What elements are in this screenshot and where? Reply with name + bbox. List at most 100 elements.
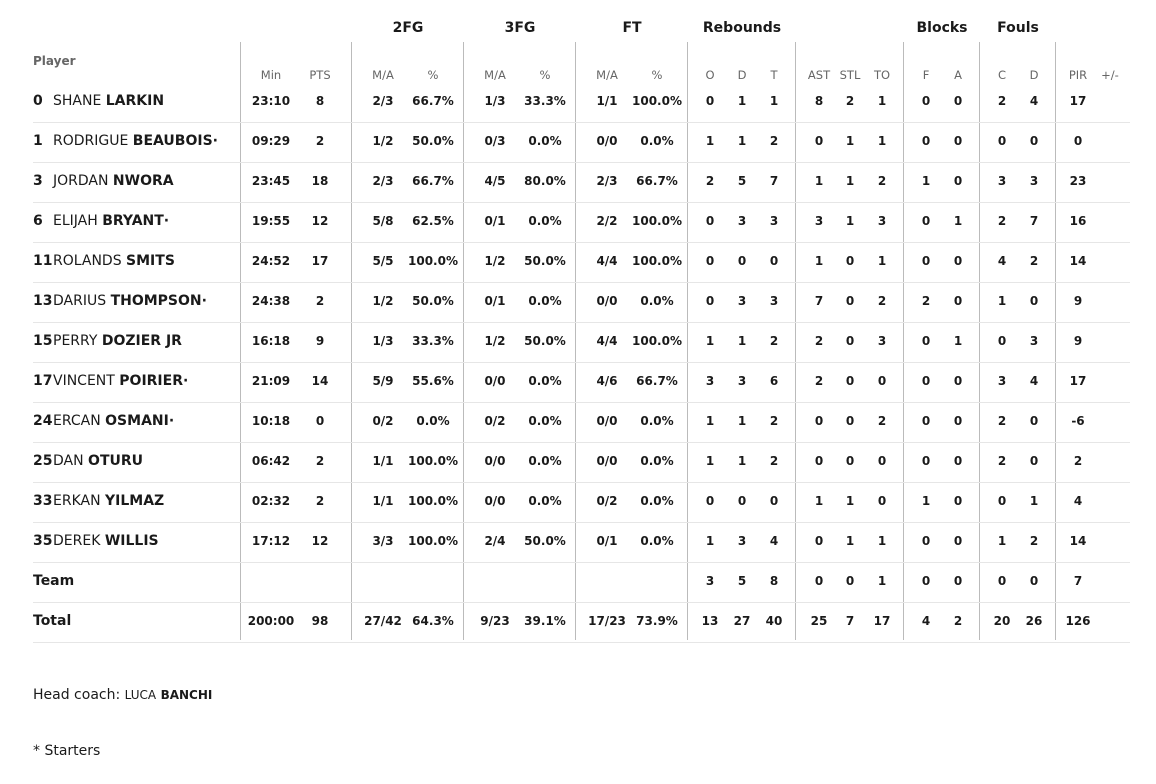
- stat-cell: 0: [845, 254, 855, 268]
- column-header: STL: [839, 68, 861, 82]
- stat-cell: 0: [814, 454, 824, 468]
- stat-cell: 1: [845, 174, 855, 188]
- stat-cell: 2: [845, 94, 855, 108]
- stat-cell: 13: [701, 614, 719, 628]
- column-header: O: [705, 68, 715, 82]
- stat-cell: 0: [1073, 134, 1083, 148]
- player-number: 15: [33, 333, 53, 349]
- stat-cell: 2: [769, 134, 779, 148]
- stat-cell: 25: [810, 614, 828, 628]
- stat-cell: 0: [845, 294, 855, 308]
- stat-cell: 20: [993, 614, 1011, 628]
- stat-cell: 66.7%: [412, 94, 454, 108]
- first-name: RODRIGUE: [53, 133, 129, 149]
- stat-cell: 0.0%: [528, 414, 562, 428]
- stat-cell: 0: [315, 414, 325, 428]
- stat-cell: 2: [814, 334, 824, 348]
- stat-cell: 1: [845, 214, 855, 228]
- stat-cell: 3: [814, 214, 824, 228]
- stat-cell: 1: [737, 454, 747, 468]
- stat-cell: 7: [769, 174, 779, 188]
- stat-cell: 19:55: [251, 214, 291, 228]
- stat-cell: 0.0%: [416, 414, 450, 428]
- stat-cell: 7: [845, 614, 855, 628]
- head-coach: Head coach: LUCA BANCHI: [33, 687, 212, 703]
- player-name: JORDAN NWORA: [53, 173, 174, 189]
- stat-cell: 1: [845, 534, 855, 548]
- stat-cell: 0: [1029, 294, 1039, 308]
- stat-cell: 1/1: [372, 454, 394, 468]
- stat-cell: 09:29: [251, 134, 291, 148]
- stat-cell: 0: [705, 254, 715, 268]
- stat-cell: 0: [705, 214, 715, 228]
- stat-cell: 0: [921, 454, 931, 468]
- stat-cell: 0: [737, 254, 747, 268]
- stat-cell: 2: [1029, 254, 1039, 268]
- stat-cell: 0: [769, 254, 779, 268]
- stat-cell: 1: [705, 134, 715, 148]
- stat-cell: 0.0%: [528, 294, 562, 308]
- stat-cell: 1/2: [484, 254, 506, 268]
- column-header: T: [770, 68, 778, 82]
- stat-cell: 100.0%: [408, 534, 458, 548]
- coach-first: LUCA: [124, 688, 157, 702]
- stat-cell: 0/2: [596, 494, 618, 508]
- stat-cell: 1: [877, 574, 887, 588]
- stat-cell: 0: [953, 374, 963, 388]
- stat-cell: 0: [921, 534, 931, 548]
- stat-cell: 0/0: [596, 134, 618, 148]
- stat-cell: 1: [953, 214, 963, 228]
- stat-cell: 0: [845, 414, 855, 428]
- stat-cell: 0/1: [484, 214, 506, 228]
- stat-cell: 0: [1029, 454, 1039, 468]
- group-header: 3FG: [504, 20, 536, 36]
- stat-cell: 3: [877, 334, 887, 348]
- player-name: DAN OTURU: [53, 453, 143, 469]
- stat-cell: 2: [1029, 534, 1039, 548]
- stat-cell: 126: [1065, 614, 1091, 628]
- stat-cell: 100.0%: [632, 214, 682, 228]
- stat-cell: 7: [814, 294, 824, 308]
- stat-cell: 66.7%: [636, 174, 678, 188]
- stat-cell: 1: [737, 94, 747, 108]
- stat-cell: 0.0%: [528, 134, 562, 148]
- stat-cell: 0: [1029, 414, 1039, 428]
- stat-cell: 1: [705, 334, 715, 348]
- stat-cell: 40: [765, 614, 783, 628]
- stat-cell: 17/23: [588, 614, 626, 628]
- first-name: JORDAN: [53, 173, 109, 189]
- stat-cell: 0: [953, 294, 963, 308]
- stat-cell: 0: [997, 134, 1007, 148]
- stat-cell: 0: [705, 94, 715, 108]
- stat-cell: 1: [921, 494, 931, 508]
- stat-cell: 3/3: [372, 534, 394, 548]
- stat-cell: 5/5: [372, 254, 394, 268]
- row-line: [33, 362, 1130, 363]
- stat-cell: 2: [769, 334, 779, 348]
- stat-cell: 100.0%: [632, 254, 682, 268]
- column-header: TO: [873, 68, 891, 82]
- stat-cell: 3: [737, 374, 747, 388]
- stat-cell: 10:18: [251, 414, 291, 428]
- stat-cell: 1/3: [372, 334, 394, 348]
- column-header: AST: [807, 68, 831, 82]
- stat-cell: 0: [997, 334, 1007, 348]
- column-header: PTS: [309, 68, 331, 82]
- stat-cell: 0/0: [484, 374, 506, 388]
- stat-cell: 0/1: [484, 294, 506, 308]
- stat-cell: 0: [953, 414, 963, 428]
- stat-cell: 27: [733, 614, 751, 628]
- player-name: PERRY DOZIER JR: [53, 333, 182, 349]
- stat-cell: 0: [953, 494, 963, 508]
- column-header: D: [1029, 68, 1039, 82]
- column-divider: [351, 42, 352, 640]
- stat-cell: 1: [737, 334, 747, 348]
- stat-cell: 0/2: [484, 414, 506, 428]
- stat-cell: 50.0%: [524, 534, 566, 548]
- stat-cell: 0: [877, 494, 887, 508]
- stat-cell: 4/6: [596, 374, 618, 388]
- column-divider: [903, 42, 904, 640]
- last-name: DOZIER JR: [101, 333, 182, 349]
- stat-cell: 1: [845, 134, 855, 148]
